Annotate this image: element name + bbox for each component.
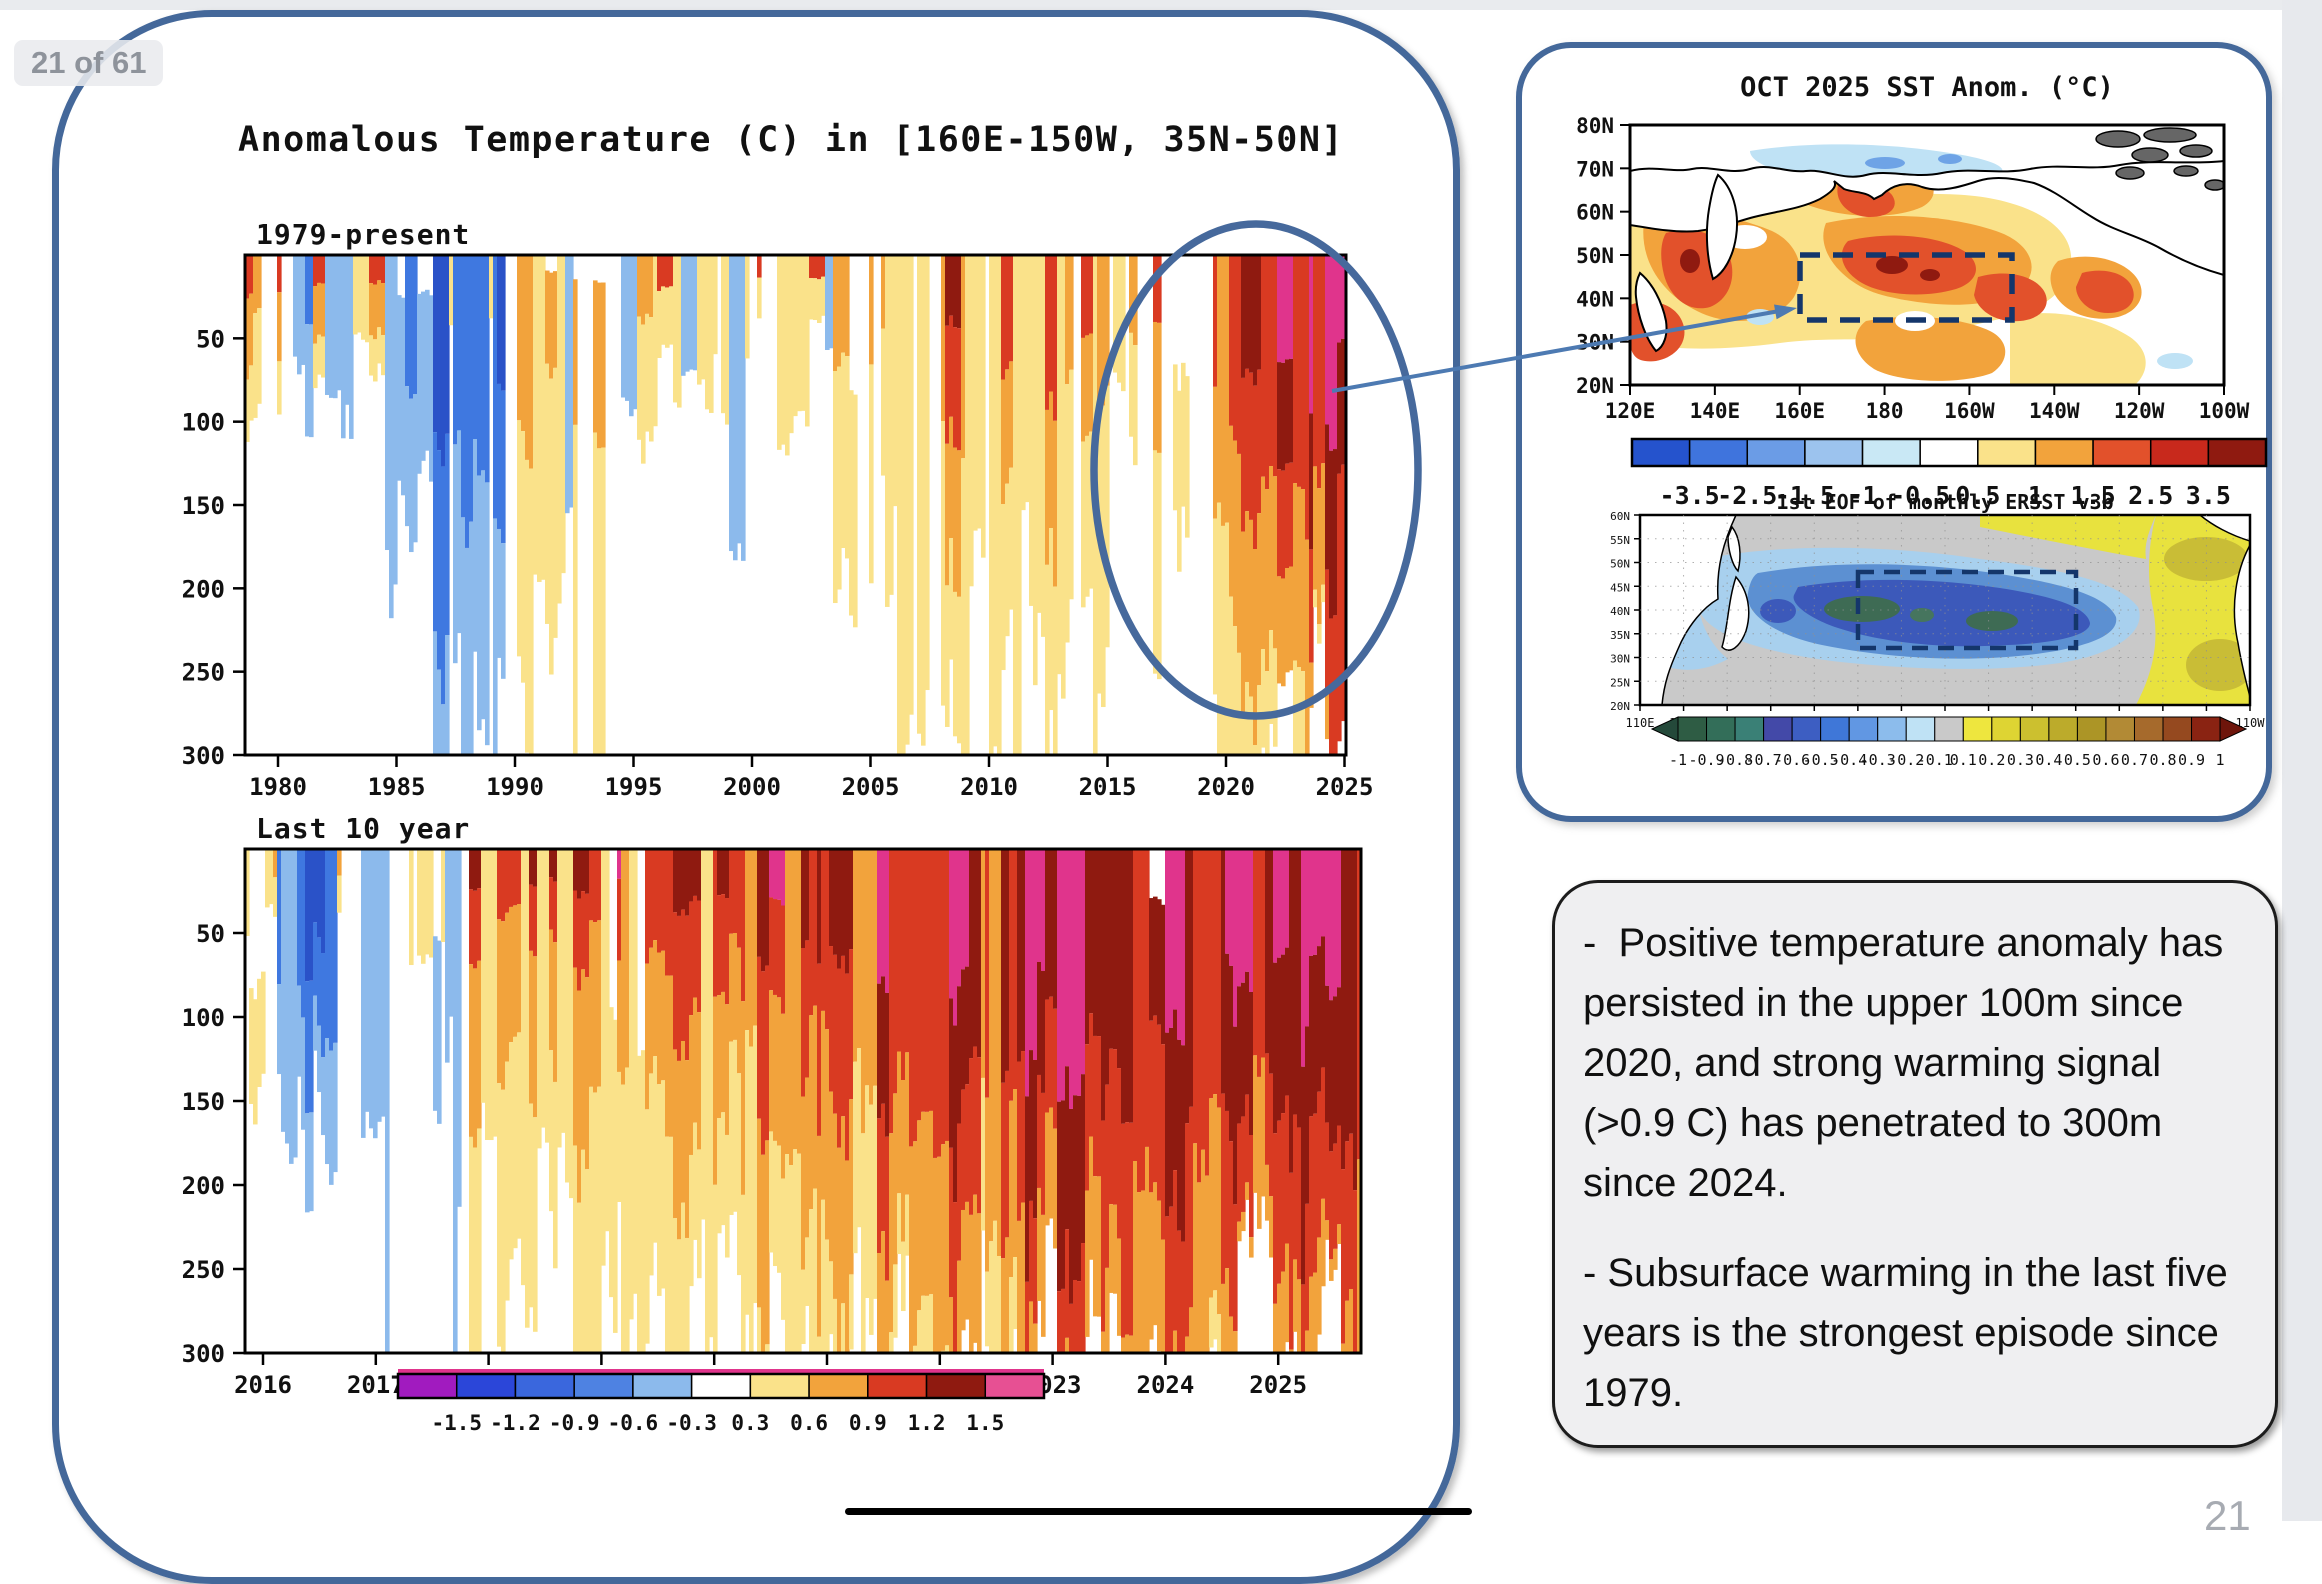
note-bullet-1: - Positive temperature anomaly has persi… — [1583, 921, 2235, 1205]
eof-map-title: 1st EOF of monthly ERSST v3b — [1776, 490, 2114, 514]
note-bullet-2: - Subsurface warming in the last five ye… — [1583, 1251, 2239, 1415]
page-indicator-badge: 21 of 61 — [14, 40, 164, 86]
viewer-top-strip — [0, 0, 2322, 10]
notes-box: - Positive temperature anomaly has persi… — [1552, 880, 2278, 1448]
panel2-label: Last 10 year — [256, 812, 471, 845]
slide-page-number: 21 — [2204, 1492, 2251, 1539]
viewer-right-strip — [2282, 0, 2322, 1521]
sst-inset-panel — [1516, 42, 2272, 822]
chart-title: Anomalous Temperature (C) in [160E-150W,… — [238, 120, 1345, 160]
panel1-label: 1979-present — [256, 218, 471, 251]
sst-map-title: OCT 2025 SST Anom. (°C) — [1740, 72, 2114, 103]
